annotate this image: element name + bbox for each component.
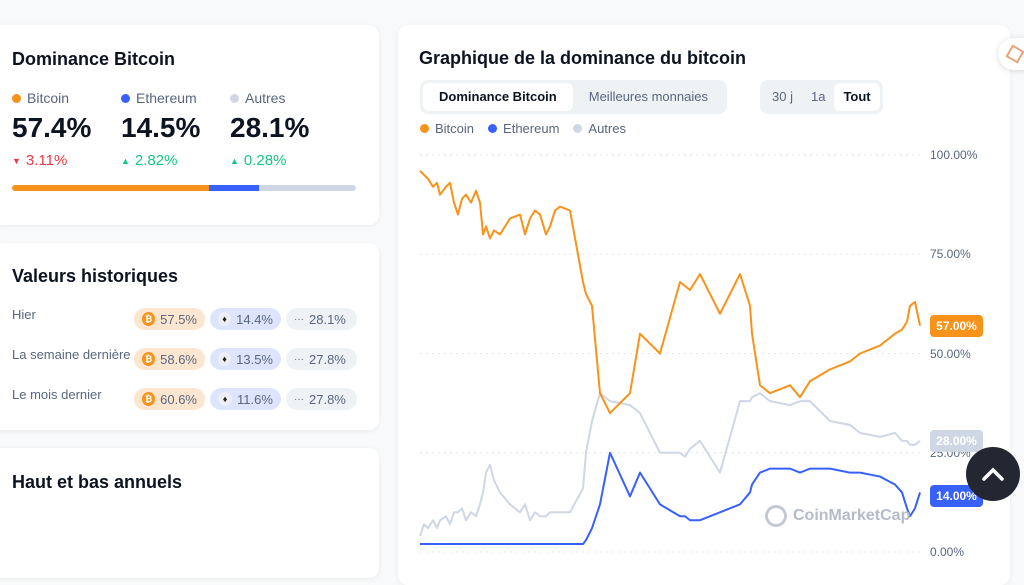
btc-pill: ₿ 60.6% bbox=[134, 388, 205, 410]
coinmarketcap-logo-icon bbox=[765, 505, 787, 527]
others-value: 27.8% bbox=[309, 351, 346, 367]
watermark: CoinMarketCap bbox=[765, 505, 910, 527]
y-tick-label: 75.00% bbox=[930, 247, 971, 262]
chart-type-tabs: Dominance Bitcoin Meilleures monnaies bbox=[420, 80, 727, 114]
btc-pill: ₿ 58.6% bbox=[134, 348, 205, 370]
y-tick-label: 50.00% bbox=[930, 346, 971, 361]
others-pill: ··· 28.1% bbox=[286, 308, 357, 330]
dominance-value: 57.4% bbox=[12, 112, 92, 143]
more-icon: ··· bbox=[294, 353, 304, 365]
row-label: Le mois dernier bbox=[12, 387, 102, 402]
card-title: Haut et bas annuels bbox=[12, 472, 183, 492]
summary-columns: Bitcoin 57.4% ▼ 3.11% Ethereum 14.5% ▲ 2.8… bbox=[12, 90, 339, 169]
row-label: La semaine dernière bbox=[12, 347, 131, 362]
eth-value: 11.6% bbox=[237, 391, 273, 407]
change-value: 2.82% bbox=[134, 152, 178, 169]
range-1y[interactable]: 1a bbox=[810, 89, 826, 104]
coin-label: Bitcoin bbox=[27, 90, 70, 106]
dominance-value: 14.5% bbox=[121, 112, 201, 143]
dominance-summary-card: Dominance Bitcoin Bitcoin 57.4% ▼ 3.11% E… bbox=[0, 25, 379, 225]
bitcoin-icon: ₿ bbox=[142, 392, 156, 406]
dominance-value: 28.1% bbox=[230, 112, 310, 143]
chevron-up-icon bbox=[982, 467, 1004, 481]
bar-bitcoin bbox=[12, 185, 210, 191]
legend-autres[interactable]: Autres bbox=[573, 121, 626, 136]
others-value: 28.1% bbox=[309, 311, 346, 327]
yearly-high-low-card: Haut et bas annuels bbox=[0, 448, 379, 578]
change-value: 0.28% bbox=[243, 152, 287, 169]
legend-label: Autres bbox=[588, 121, 626, 136]
eth-value: 13.5% bbox=[236, 351, 273, 367]
row-label: Hier bbox=[12, 307, 36, 322]
ethereum-icon: ♦ bbox=[218, 352, 232, 366]
bar-ethereum bbox=[209, 185, 260, 191]
others-pill: ··· 27.8% bbox=[286, 388, 357, 410]
caret-up-icon: ▲ bbox=[121, 155, 130, 166]
bitcoin-icon: ₿ bbox=[142, 352, 156, 366]
legend-dot-icon bbox=[420, 124, 429, 133]
card-title: Valeurs historiques bbox=[12, 266, 179, 286]
y-tick-label: 100.00% bbox=[930, 148, 978, 162]
eth-pill: ♦ 11.6% bbox=[210, 388, 281, 410]
summary-bitcoin: Bitcoin 57.4% ▼ 3.11% bbox=[12, 90, 121, 169]
more-icon: ··· bbox=[294, 393, 304, 405]
chart-legend: Bitcoin Ethereum Autres bbox=[420, 121, 626, 136]
bitcoin-icon: ₿ bbox=[142, 312, 156, 326]
legend-dot-icon bbox=[12, 93, 21, 103]
legend-ethereum[interactable]: Ethereum bbox=[488, 121, 559, 136]
eth-value: 14.4% bbox=[236, 311, 273, 327]
legend-bitcoin[interactable]: Bitcoin bbox=[420, 121, 474, 136]
dominance-bar bbox=[12, 185, 356, 191]
history-row: Hier ₿ 57.5% ♦ 14.4% ··· 28.1% bbox=[12, 307, 362, 330]
btc-value: 60.6% bbox=[160, 391, 197, 407]
chart-title: Graphique de la dominance du bitcoin bbox=[419, 48, 747, 68]
ethereum-icon: ♦ bbox=[218, 312, 232, 326]
range-30d[interactable]: 30 j bbox=[772, 89, 793, 104]
range-tabs: 30 j 1a Tout bbox=[760, 80, 883, 114]
legend-label: Bitcoin bbox=[435, 121, 475, 136]
legend-dot-icon bbox=[573, 124, 583, 133]
history-row: Le mois dernier ₿ 60.6% ♦ 11.6% ··· 27.8% bbox=[12, 387, 362, 410]
coin-label: Autres bbox=[245, 90, 286, 106]
watermark-text: CoinMarketCap bbox=[793, 507, 911, 524]
card-title: Dominance Bitcoin bbox=[12, 49, 176, 69]
current-value-tag-ethereum: 14.00% bbox=[930, 485, 983, 508]
btc-value: 58.6% bbox=[160, 351, 197, 367]
caret-down-icon: ▼ bbox=[12, 155, 21, 166]
eth-pill: ♦ 14.4% bbox=[210, 308, 281, 330]
btc-pill: ₿ 57.5% bbox=[134, 308, 205, 330]
ethereum-icon: ♦ bbox=[218, 392, 232, 406]
current-value-tag-bitcoin: 57.00% bbox=[930, 314, 983, 337]
more-icon: ··· bbox=[294, 313, 304, 325]
legend-label: Ethereum bbox=[503, 121, 560, 136]
tab-dominance-bitcoin[interactable]: Dominance Bitcoin bbox=[423, 83, 573, 111]
current-value-tag-autres: 28.00% bbox=[930, 429, 983, 452]
floating-widget-button[interactable] bbox=[998, 38, 1024, 70]
legend-dot-icon bbox=[121, 93, 130, 103]
summary-ethereum: Ethereum 14.5% ▲ 2.82% bbox=[121, 90, 230, 169]
coin-label: Ethereum bbox=[136, 90, 197, 106]
tab-top-coins[interactable]: Meilleures monnaies bbox=[588, 89, 708, 104]
history-row: La semaine dernière ₿ 58.6% ♦ 13.5% ··· 27.… bbox=[12, 347, 362, 370]
others-pill: ··· 27.8% bbox=[286, 348, 357, 370]
summary-autres: Autres 28.1% ▲ 0.28% bbox=[230, 90, 339, 169]
cube-icon bbox=[1005, 44, 1024, 64]
legend-dot-icon bbox=[230, 93, 239, 103]
change-value: 3.11% bbox=[25, 152, 68, 169]
caret-up-icon: ▲ bbox=[230, 155, 239, 166]
range-all[interactable]: Tout bbox=[834, 83, 880, 111]
others-value: 27.8% bbox=[309, 391, 346, 407]
y-tick-label: 0.00% bbox=[930, 545, 965, 559]
bar-others bbox=[259, 185, 356, 191]
btc-value: 57.5% bbox=[160, 311, 197, 327]
legend-dot-icon bbox=[488, 124, 498, 133]
eth-pill: ♦ 13.5% bbox=[210, 348, 281, 370]
scroll-to-top-button[interactable] bbox=[966, 447, 1020, 501]
